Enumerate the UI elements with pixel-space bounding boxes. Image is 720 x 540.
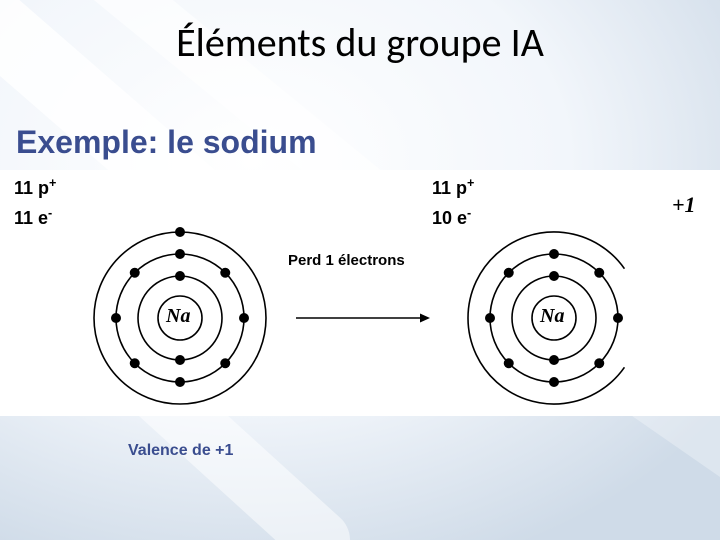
charge-plus-one: +1	[672, 192, 696, 218]
right-protons-label: 11 p+	[432, 176, 474, 199]
page-title: Éléments du groupe IA	[0, 18, 720, 67]
slide-root: { "background": { "base_color": "#f8fbfe…	[0, 0, 720, 540]
valence-label: Valence de +1	[128, 442, 233, 460]
left-protons-label: 11 p+	[14, 176, 56, 199]
loses-electron-text: Perd 1 électrons	[288, 252, 405, 269]
loses-electron-label: Perd 1 électrons	[288, 252, 405, 269]
left-electrons-label: 11 e-	[14, 206, 52, 229]
sodium-neutral-symbol-text: Na	[166, 305, 190, 327]
right-electrons-label: 10 e-	[432, 206, 471, 229]
example-subtitle-text: Exemple: le sodium	[16, 124, 317, 160]
charge-plus-one-text: +1	[672, 192, 696, 217]
sodium-ion-symbol: Na	[540, 305, 564, 328]
sodium-neutral-symbol: Na	[166, 305, 190, 328]
valence-label-text: Valence de +1	[128, 442, 233, 459]
page-title-text: Éléments du groupe IA	[176, 18, 544, 67]
sodium-ion-symbol-text: Na	[540, 305, 564, 327]
example-subtitle: Exemple: le sodium	[16, 124, 317, 161]
transformation-arrow-icon	[282, 304, 444, 332]
